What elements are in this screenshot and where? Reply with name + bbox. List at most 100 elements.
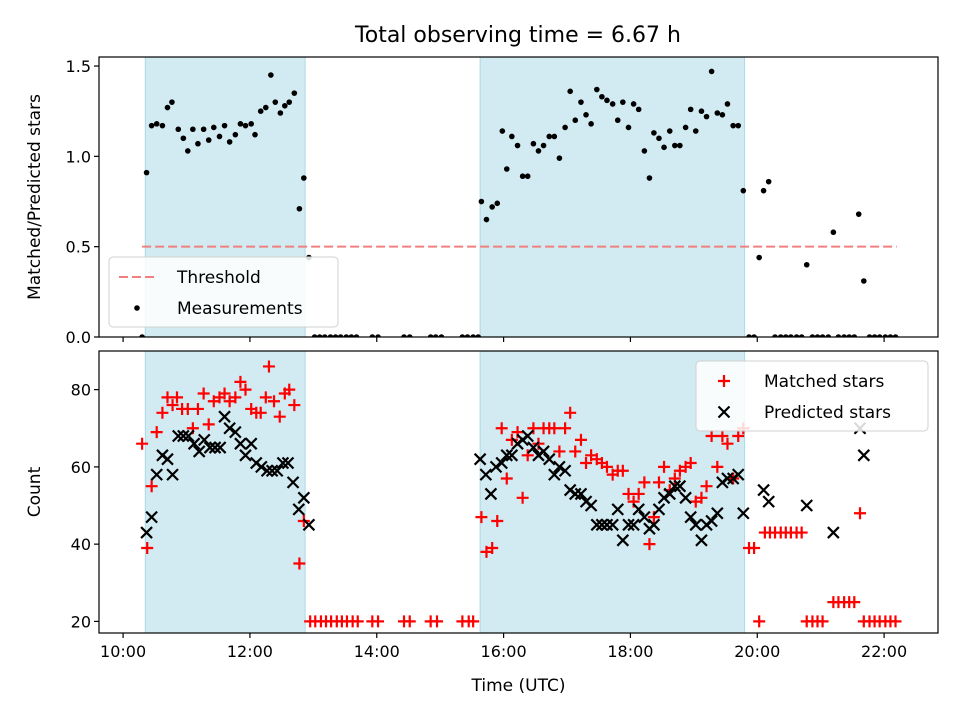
data-point	[327, 334, 334, 337]
data-point	[600, 518, 614, 532]
data-point	[638, 476, 651, 489]
data-point	[559, 422, 572, 435]
data-point	[288, 399, 301, 412]
data-point	[641, 148, 648, 154]
data-point	[876, 334, 883, 337]
data-point	[229, 391, 242, 404]
data-point	[651, 130, 657, 136]
data-point	[286, 99, 293, 105]
data-point	[483, 216, 490, 223]
data-point	[181, 402, 194, 415]
data-point	[262, 360, 275, 373]
data-point	[161, 452, 174, 466]
data-point	[679, 491, 692, 505]
data-point	[166, 468, 179, 481]
data-point	[286, 476, 300, 489]
data-point	[737, 506, 750, 520]
data-point	[494, 200, 501, 207]
data-point	[145, 510, 158, 524]
data-point	[343, 334, 350, 337]
data-point	[159, 122, 166, 129]
data-point	[521, 429, 534, 443]
data-point	[661, 144, 667, 151]
data-point	[606, 518, 619, 532]
data-point	[311, 334, 318, 337]
data-point	[184, 148, 191, 154]
data-point	[521, 449, 534, 462]
data-point	[272, 99, 279, 105]
data-point	[438, 334, 445, 337]
data-point	[620, 99, 626, 105]
data-point	[866, 334, 873, 337]
data-point	[187, 437, 201, 450]
data-point	[491, 514, 504, 527]
data-point	[625, 124, 632, 131]
data-point	[788, 334, 794, 337]
data-point	[731, 468, 745, 481]
data-point	[499, 128, 506, 134]
data-point	[213, 441, 227, 454]
data-point	[223, 421, 236, 435]
data-point	[164, 104, 171, 111]
data-point	[635, 106, 642, 113]
data-point	[143, 169, 150, 176]
data-point	[652, 476, 665, 489]
data-point	[795, 526, 808, 539]
data-point	[772, 334, 778, 337]
data-point	[632, 487, 645, 500]
data-point	[432, 334, 439, 337]
data-point	[751, 334, 757, 337]
data-point	[351, 615, 364, 628]
data-point	[244, 437, 258, 450]
legend-box	[695, 360, 929, 432]
series-predicted-stars	[140, 410, 871, 547]
data-point	[695, 534, 708, 547]
legend-label: Matched stars	[764, 372, 884, 392]
data-point	[689, 518, 703, 532]
data-point	[857, 449, 871, 462]
data-point	[537, 445, 550, 458]
legend-box	[108, 256, 339, 328]
data-point	[756, 254, 762, 261]
data-point	[505, 449, 519, 462]
data-point	[708, 68, 715, 75]
y-axis-label: Count	[25, 466, 45, 517]
data-point	[574, 487, 588, 501]
data-point	[527, 441, 540, 454]
data-point	[816, 615, 829, 628]
data-point	[777, 334, 784, 337]
data-point	[569, 445, 582, 458]
data-point	[484, 487, 498, 501]
data-point	[551, 133, 558, 140]
data-point	[530, 140, 537, 147]
data-point	[372, 615, 385, 628]
x-tick-label: 20:00	[734, 642, 780, 661]
x-tick-label: 14:00	[354, 642, 400, 661]
x-tick-label: 22:00	[861, 642, 907, 661]
data-point	[558, 464, 572, 478]
data-point	[208, 441, 222, 454]
data-point	[614, 117, 621, 124]
data-point	[197, 387, 210, 400]
data-point	[464, 334, 471, 337]
data-point	[548, 422, 561, 435]
data-point	[705, 429, 718, 442]
plot-area	[136, 360, 902, 628]
data-point	[684, 457, 697, 470]
data-point	[332, 334, 339, 337]
data-point	[646, 175, 653, 181]
y-tick-label: 40	[71, 535, 91, 554]
data-point	[540, 142, 547, 149]
data-point	[141, 542, 154, 555]
data-point	[348, 334, 355, 337]
data-point	[740, 187, 747, 194]
data-point	[316, 334, 323, 337]
data-point	[535, 148, 542, 154]
data-point	[479, 468, 493, 481]
data-point	[505, 433, 518, 446]
data-point	[705, 514, 718, 528]
data-point	[234, 375, 247, 388]
data-point	[292, 503, 306, 516]
data-point	[616, 464, 629, 477]
